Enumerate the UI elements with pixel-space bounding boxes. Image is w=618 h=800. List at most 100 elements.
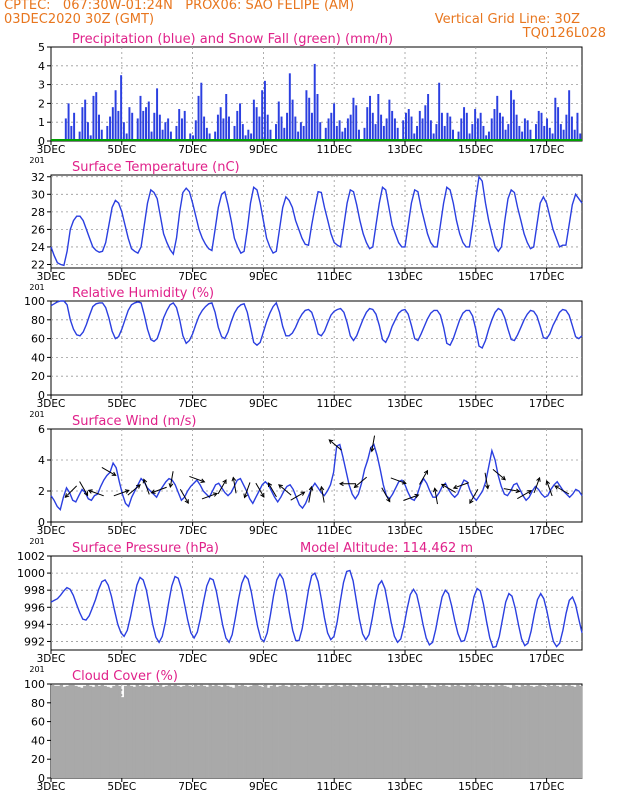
series-line <box>50 569 583 649</box>
precip-bar <box>175 125 178 141</box>
wind-arrow-head <box>328 439 334 444</box>
cloud-bar <box>573 686 577 778</box>
cloud-bar <box>418 684 422 778</box>
precip-bar <box>479 112 482 141</box>
precip-bar <box>521 131 524 141</box>
wind-arrow-head <box>545 479 551 485</box>
cloud-bar <box>488 685 492 778</box>
cloud-bar <box>491 686 495 778</box>
cloud-bar <box>156 685 160 778</box>
cloud-bar <box>74 685 78 778</box>
cloud-bar <box>252 684 256 778</box>
x-tick-label: 9DEC <box>249 271 278 283</box>
precip-bar <box>333 103 336 141</box>
precip-bar <box>485 135 488 141</box>
cloud-bar <box>269 685 274 778</box>
wind-arrow <box>88 489 104 497</box>
x-tick-label: 15DEC <box>458 653 493 665</box>
cloud-bar <box>103 685 107 778</box>
x-tick-label: 3DEC <box>37 144 66 156</box>
x-tick-label: 3DEC <box>37 525 66 537</box>
x-cut-label: 201 <box>29 410 44 419</box>
cloud-bar <box>520 684 525 778</box>
cloud-bar <box>115 684 119 778</box>
x-tick-label: 7DEC <box>178 398 207 410</box>
wind-arrow-head <box>370 447 375 453</box>
precip-bar <box>471 124 474 141</box>
precip-bar <box>330 112 333 141</box>
cloud-bar <box>447 686 452 778</box>
precip-bar <box>346 118 349 141</box>
precip-bar <box>258 116 261 141</box>
cloud-bar <box>217 685 221 778</box>
precip-bar <box>562 129 565 141</box>
precip-bar <box>106 125 109 141</box>
wind-arrow-head <box>300 491 306 496</box>
cloud-bar <box>240 684 244 778</box>
precip-bar <box>247 129 250 141</box>
cloud-bar <box>380 686 385 778</box>
cloud-bar <box>366 685 370 778</box>
header-station-line: CPTEC: 067:30W-01:24N PROX06: SAO FELIPE… <box>4 0 355 13</box>
wind-arrow <box>255 482 265 498</box>
y-tick-label: 20 <box>31 370 45 383</box>
precip-bar <box>310 112 313 141</box>
wind-arrow-head <box>423 469 429 475</box>
cloud-bar <box>427 684 431 778</box>
precip-bar <box>424 105 427 141</box>
precip-bar <box>327 118 330 141</box>
wind-arrow <box>492 468 506 481</box>
precip-bar <box>275 124 277 141</box>
cloud-bar <box>465 684 469 778</box>
panel-title: Surface Wind (m/s) <box>72 414 196 429</box>
precip-bar <box>241 124 244 141</box>
wind-arrow <box>320 486 325 503</box>
wind-arrow <box>268 482 277 498</box>
precip-bar <box>283 127 286 141</box>
y-tick-label: 4 <box>38 454 45 467</box>
precip-bar <box>435 124 438 141</box>
cloud-bar <box>576 684 580 778</box>
cloud-bar <box>325 684 329 778</box>
x-tick-label: 9DEC <box>249 525 278 537</box>
precip-bar <box>476 118 479 141</box>
cloud-bar <box>526 684 530 778</box>
x-tick-label: 15DEC <box>458 781 493 793</box>
cloud-bar <box>386 687 390 778</box>
precip-bar <box>496 95 499 141</box>
x-tick-label: 3DEC <box>37 398 66 410</box>
wind-arrow <box>101 466 116 476</box>
panel-frame <box>50 555 583 651</box>
wind-arrow <box>290 491 305 501</box>
x-tick-label: 3DEC <box>37 271 66 283</box>
precip-bar <box>200 82 203 141</box>
precip-bar <box>255 107 258 141</box>
x-tick-label: 17DEC <box>529 271 564 283</box>
precip-bar <box>515 114 518 141</box>
cloud-bar <box>523 685 527 778</box>
precip-bar <box>565 114 568 141</box>
wind-arrow <box>143 479 150 495</box>
precip-bar <box>388 99 391 141</box>
precip-bar <box>568 90 571 141</box>
precip-bar <box>131 112 134 141</box>
cloud-bar <box>263 684 268 778</box>
cloud-bar <box>383 685 387 778</box>
y-tick-label: 40 <box>31 734 45 747</box>
x-tick-label: 13DEC <box>387 653 422 665</box>
cloud-bar <box>371 684 376 778</box>
precip-bar <box>109 116 112 141</box>
precip-bar <box>355 105 358 141</box>
precip-bar <box>120 75 123 141</box>
precip-bar <box>460 118 463 141</box>
precip-bar <box>73 112 76 141</box>
wind-arrow-head <box>386 497 391 503</box>
series-line <box>50 300 583 350</box>
series-line <box>50 175 583 267</box>
x-tick-label: 3DEC <box>37 781 66 793</box>
precip-bar <box>474 109 477 141</box>
x-tick-label: 13DEC <box>387 398 422 410</box>
precip-bar <box>302 125 305 141</box>
precip-bar <box>559 124 562 141</box>
wind-arrow-head <box>243 493 248 499</box>
